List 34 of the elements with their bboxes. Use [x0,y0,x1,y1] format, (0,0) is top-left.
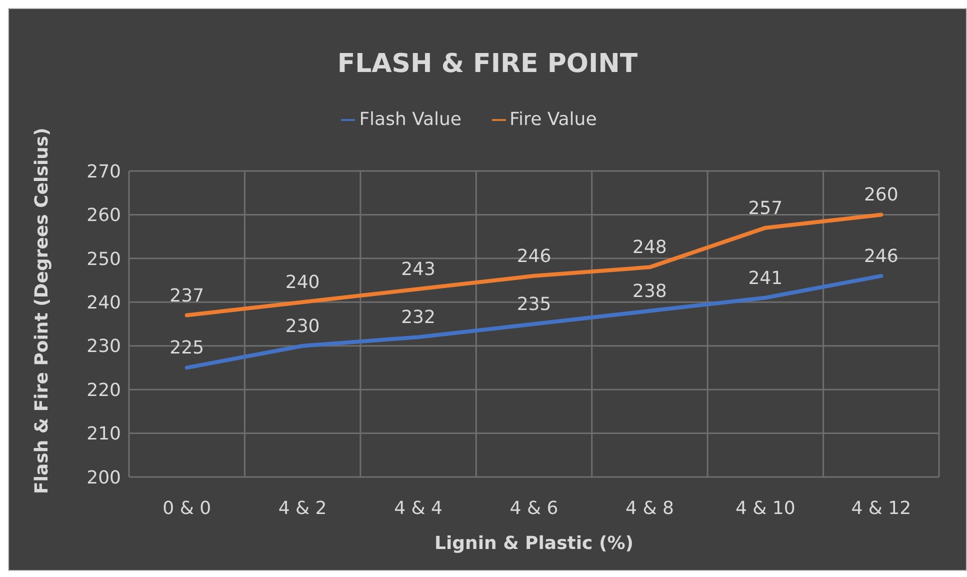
x-tick-label: 0 & 0 [162,498,212,519]
y-tick-label: 260 [86,205,121,226]
y-tick-label: 250 [86,248,121,270]
legend-label: Fire Value [510,109,597,130]
data-label: 238 [632,280,667,302]
x-tick-label: 4 & 6 [510,498,558,519]
data-label: 230 [285,316,320,337]
x-tick-label: 4 & 10 [736,498,796,519]
y-tick-label: 270 [86,161,121,182]
data-label: 241 [748,268,783,289]
y-axis-title: Flash & Fire Point (Degrees Celsius) [31,128,52,494]
data-label: 240 [285,272,320,294]
data-label: 225 [170,338,204,359]
chart-title: FLASH & FIRE POINT [336,49,639,79]
data-label: 235 [516,294,552,315]
data-label: 246 [516,246,552,267]
x-tick-label: 4 & 2 [278,498,327,519]
legend-label: Flash Value [359,109,462,130]
y-tick-label: 240 [86,292,121,314]
data-label: 237 [170,285,204,306]
x-tick-label: 4 & 12 [851,498,912,519]
y-tick-label: 220 [86,380,121,401]
x-tick-label: 4 & 4 [394,498,442,519]
data-label: 257 [748,198,783,219]
x-tick-label: 4 & 8 [626,498,674,519]
data-label: 246 [864,246,898,267]
y-tick-label: 200 [86,467,121,488]
data-label: 260 [864,184,898,206]
x-axis-title: Lignin & Plastic (%) [434,533,634,554]
y-tick-label: 210 [86,424,121,445]
data-label: 232 [401,307,436,328]
y-tick-label: 230 [86,336,121,358]
data-label: 243 [401,259,436,280]
data-label: 248 [632,237,667,258]
